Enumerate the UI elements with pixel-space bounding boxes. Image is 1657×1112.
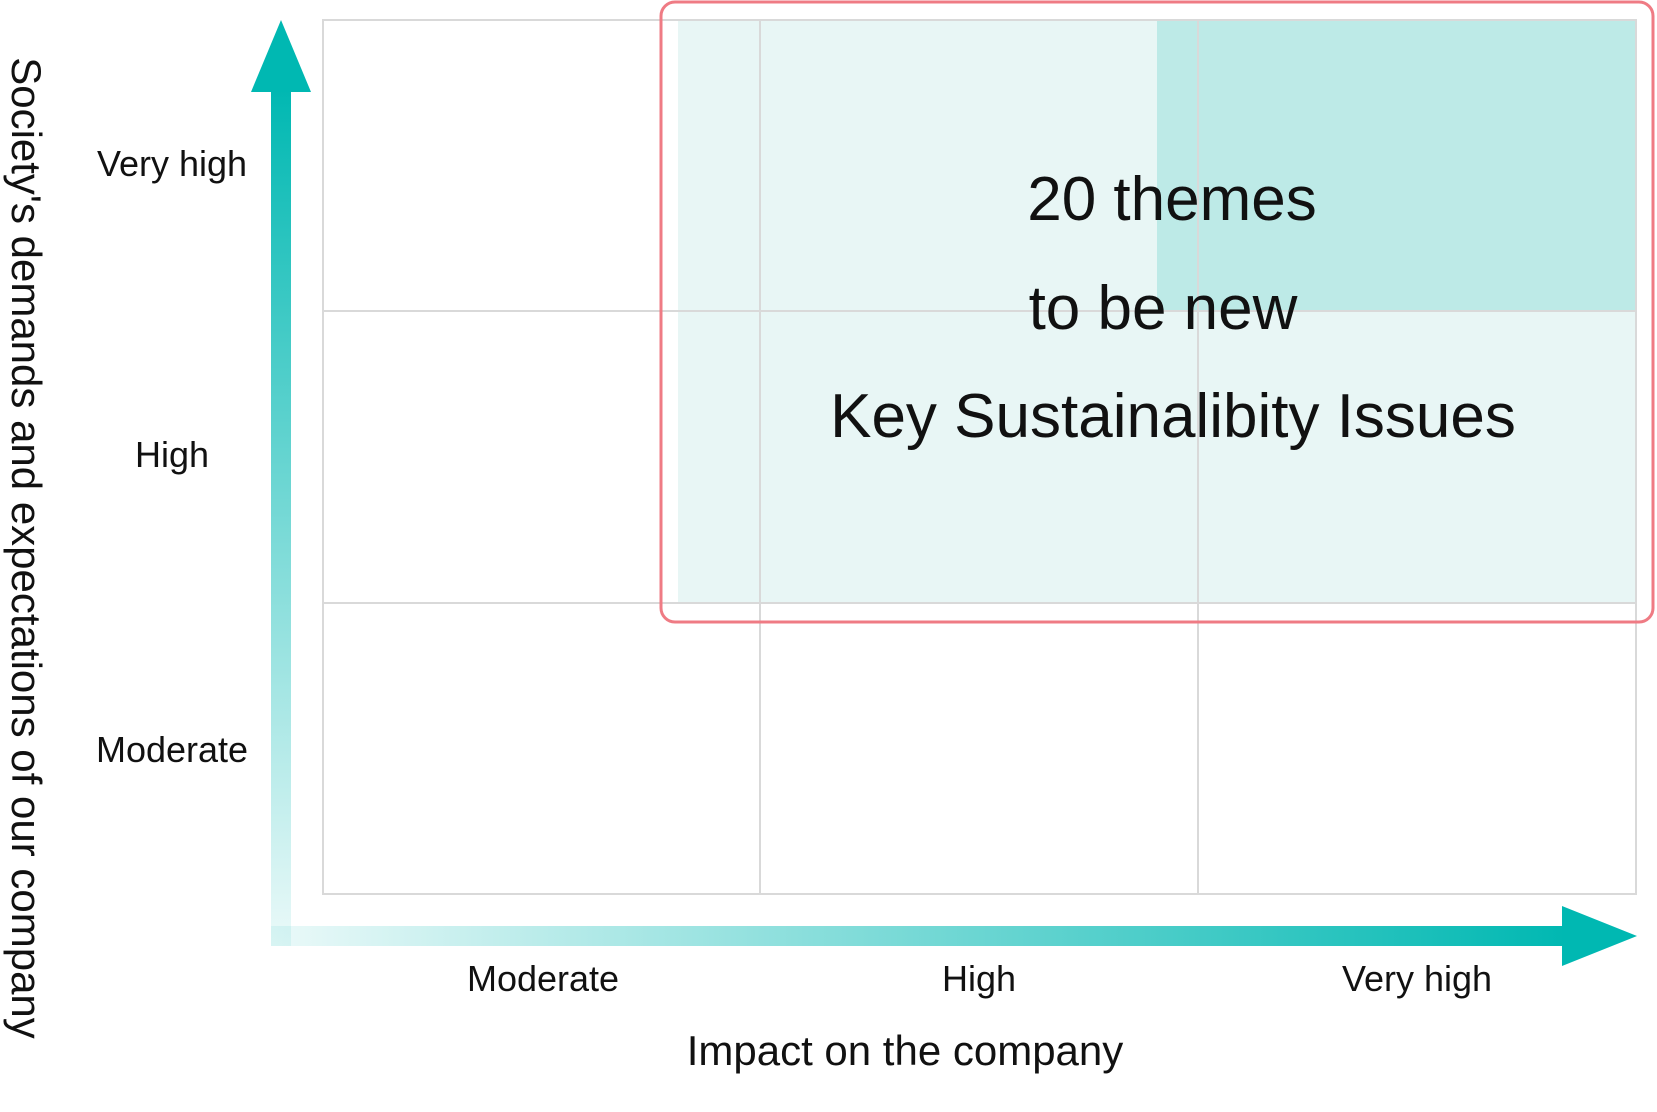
y-tick-high: High [135,434,209,475]
callout-line-2: to be new [1029,274,1298,343]
x-tick-moderate: Moderate [467,958,619,999]
key-issues-highlight-border [659,0,1655,624]
x-axis-arrow [271,906,1637,966]
y-tick-very-high: Very high [97,143,247,184]
callout-line-3: Key Sustainalibity Issues [830,382,1516,451]
x-tick-very-high: Very high [1342,958,1492,999]
x-tick-high: High [942,958,1016,999]
highlight-region-strong [1157,20,1636,311]
matrix-grid [322,19,1637,895]
callout-line-1: 20 themes [1027,165,1317,234]
x-axis-title: Impact on the company [687,1027,1124,1074]
y-axis-arrow [251,20,311,946]
y-axis-title: Society's demands and expectations of ou… [3,57,50,1039]
y-tick-moderate: Moderate [96,729,248,770]
